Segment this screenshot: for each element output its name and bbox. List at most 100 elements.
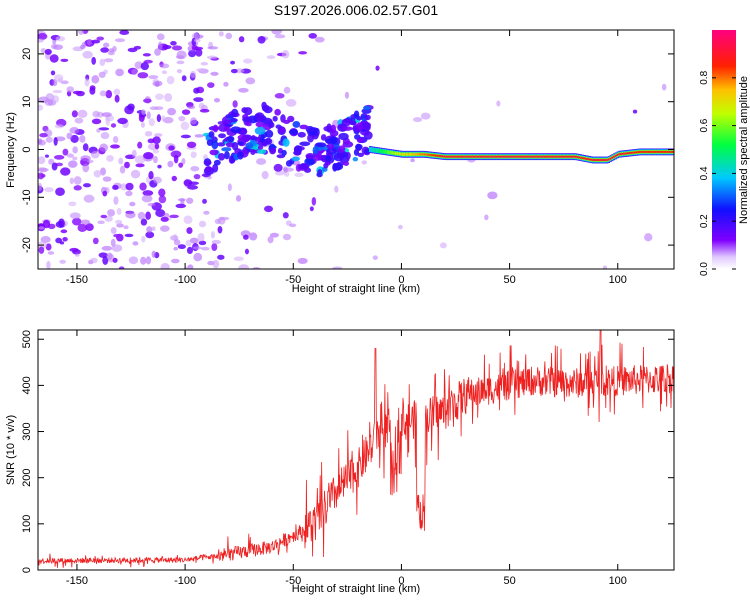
spectrogram-ridge-cell [642, 150, 645, 153]
spectrogram-ridge-cell [647, 150, 650, 153]
spectrogram-noise-blob [285, 98, 297, 107]
spectrogram-noise-blob [148, 118, 156, 127]
spectrogram-noise-blob [82, 163, 90, 173]
spectrogram-noise-blob [86, 38, 92, 46]
spectrogram-noise-blob [206, 55, 218, 60]
spectrogram-noise-blob [217, 254, 225, 260]
spectrogram-noise-blob [100, 167, 106, 176]
spectrogram-noise-blob [160, 263, 170, 269]
spectrogram-ridge-cell [464, 155, 467, 158]
spectrogram-noise-blob [102, 176, 112, 182]
spectrogram-signal-blob [223, 125, 231, 132]
spectrogram-ridge-cell [410, 153, 413, 156]
spectrogram-signal-blob [211, 140, 219, 150]
spectrogram-ridge-cell [434, 154, 437, 157]
spectrogram-noise-blob [83, 194, 95, 203]
spectrogram-noise-blob [141, 194, 153, 203]
spectrogram-noise-blob [101, 112, 112, 117]
spectrogram-noise-blob [100, 214, 108, 219]
spectrogram-noise-blob [139, 182, 147, 191]
spectrogram-ridge-cell [587, 158, 590, 161]
spectrogram-noise-blob [71, 217, 82, 226]
spectrogram-signal-blob [343, 161, 350, 166]
spectrogram-ridge-cell [523, 155, 526, 158]
spectrogram-noise-blob [152, 148, 159, 154]
spectrogram-noise-blob [178, 115, 186, 122]
spectrogram-ridge-cell [621, 152, 624, 155]
spectrogram-noise-blob [59, 241, 65, 245]
spectrogram-noise-blob [153, 176, 162, 184]
spectrogram-signal-blob [355, 143, 363, 151]
spectrogram-noise-blob [361, 160, 368, 165]
spectrogram-noise-blob [207, 82, 215, 89]
spectrogram-noise-blob [243, 234, 249, 240]
spectrogram-ridge-cell [394, 152, 398, 155]
spectrogram-noise-blob [45, 243, 52, 251]
spectrogram-noise-blob [140, 121, 145, 128]
spectrogram-signal-blob [282, 138, 290, 147]
spectrogram-noise-blob [271, 30, 283, 35]
spectrogram-noise-blob [38, 168, 49, 172]
spectrogram-noise-blob [244, 248, 250, 255]
spectrogram-ridge-cell [509, 155, 512, 158]
spectrogram-noise-blob [38, 182, 43, 191]
spectrogram-noise-blob [110, 144, 120, 149]
spectrogram-signal-blob [224, 151, 230, 160]
spectrogram-noise-blob [96, 111, 104, 118]
spectrogram-noise-blob [487, 191, 498, 200]
spectrogram-ridge-cell [637, 151, 640, 154]
spectrogram-noise-blob [75, 253, 80, 257]
spectrogram-ridge-cell [500, 155, 503, 158]
spectrogram-ylabel: Frequency (Hz) [5, 112, 17, 188]
spectrogram-ridge-cell [377, 149, 380, 152]
spectrogram-noise-blob [50, 70, 56, 76]
snr-ytick-label: 500 [21, 330, 33, 348]
spectrogram-noise-blob [160, 216, 169, 222]
snr-xtick-label: 50 [503, 575, 515, 587]
spectrogram-noise-blob [185, 239, 192, 247]
spectrogram-noise-blob [137, 141, 143, 149]
spectrogram-noise-blob [55, 187, 65, 196]
spectrogram-noise-blob [125, 211, 136, 219]
spectrogram-noise-blob [114, 94, 120, 103]
spectrogram-noise-blob [78, 30, 85, 35]
spectrogram-ridge-cell [657, 150, 661, 153]
spectrogram-noise-blob [38, 138, 43, 145]
spectrogram-ridge-cell [388, 151, 391, 154]
spectrogram-noise-blob [89, 85, 96, 91]
spectrogram-ridge-cell [599, 159, 602, 162]
spectrogram-noise-blob [282, 212, 289, 219]
spectrogram-noise-blob [181, 75, 187, 82]
spectrogram-signal-blob [342, 126, 353, 131]
spectrogram-noise-blob [82, 183, 91, 188]
spectrogram-noise-blob [143, 98, 152, 104]
spectrogram-ridge-cell [484, 155, 488, 158]
spectrogram-noise-blob [91, 118, 102, 125]
spectrogram-ridge-cell [521, 155, 524, 158]
spectrogram-ridge-cell [554, 155, 557, 158]
spectrogram-ridge-cell [446, 155, 450, 158]
spectrogram-noise-blob [332, 266, 343, 269]
spectrogram-noise-blob [176, 60, 185, 65]
spectrogram-noise-blob [72, 90, 82, 95]
spectrogram-noise-blob [55, 36, 66, 42]
spectrogram-ytick-label: -20 [21, 237, 33, 253]
spectrogram-noise-blob [190, 165, 200, 172]
spectrogram-ytick-label: 10 [21, 96, 33, 108]
spectrogram-signal-blob [269, 147, 276, 154]
spectrogram-ridge-cell [443, 155, 446, 158]
spectrogram-ridge-cell [417, 153, 420, 156]
spectrogram-ridge-cell [576, 156, 579, 159]
spectrogram-noise-blob [82, 143, 89, 152]
spectrogram-noise-blob [113, 196, 119, 205]
spectrogram-ridge-cell [519, 155, 522, 158]
spectrogram-noise-blob [92, 237, 99, 245]
spectrogram-signal-blob [254, 113, 261, 119]
spectrogram-noise-blob [113, 88, 121, 96]
spectrogram-ridge-cell [472, 155, 476, 158]
spectrogram-signal-blob [249, 136, 259, 141]
figure-title: S197.2026.006.02.57.G01 [274, 2, 438, 18]
spectrogram-noise-blob [375, 65, 380, 71]
spectrogram-signal-blob [237, 151, 244, 160]
spectrogram-signal-blob [312, 146, 319, 155]
